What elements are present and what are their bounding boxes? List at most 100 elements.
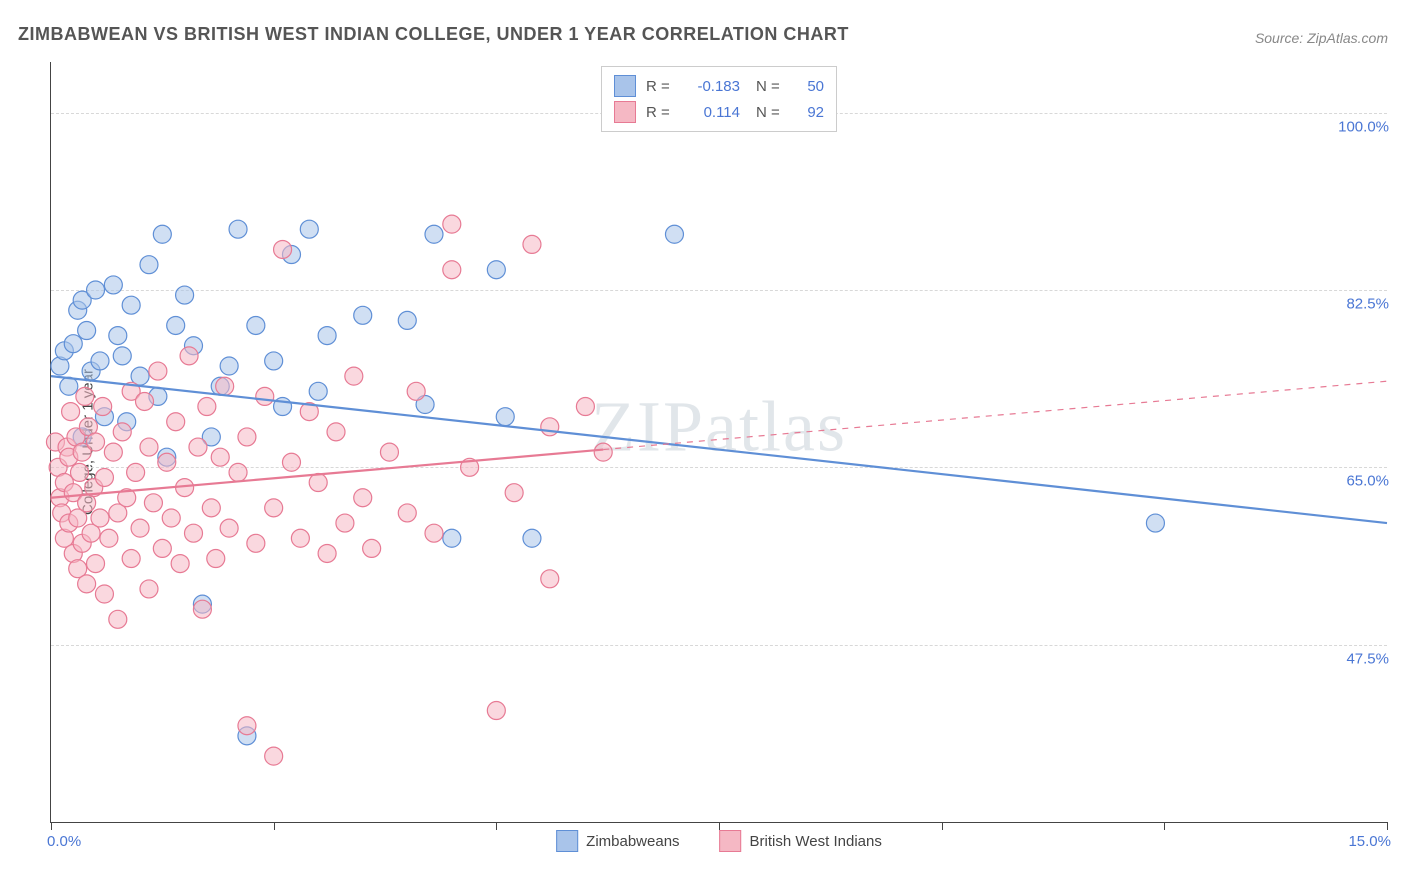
n-label: N = <box>756 104 784 121</box>
data-point <box>576 398 594 416</box>
data-point <box>122 550 140 568</box>
data-point <box>149 362 167 380</box>
data-point <box>95 468 113 486</box>
legend-label: Zimbabweans <box>586 833 679 850</box>
data-point <box>496 408 514 426</box>
data-point <box>398 311 416 329</box>
data-point <box>153 225 171 243</box>
data-point <box>487 261 505 279</box>
data-point <box>167 413 185 431</box>
legend-series: Zimbabweans British West Indians <box>556 830 882 852</box>
data-point <box>291 529 309 547</box>
data-point <box>109 327 127 345</box>
trendline <box>51 376 1387 523</box>
data-point <box>87 281 105 299</box>
legend-item: Zimbabweans <box>556 830 679 852</box>
data-point <box>158 453 176 471</box>
data-point <box>265 747 283 765</box>
data-point <box>487 702 505 720</box>
n-label: N = <box>756 78 784 95</box>
x-axis-min-label: 0.0% <box>47 833 81 850</box>
data-point <box>76 387 94 405</box>
swatch-icon <box>614 101 636 123</box>
data-point <box>345 367 363 385</box>
data-point <box>140 580 158 598</box>
data-point <box>189 438 207 456</box>
data-point <box>91 509 109 527</box>
y-axis-tick-label: 82.5% <box>1340 296 1389 313</box>
data-point <box>265 352 283 370</box>
data-point <box>443 529 461 547</box>
scatter-svg <box>51 62 1387 822</box>
data-point <box>109 610 127 628</box>
legend-row: R = -0.183 N = 50 <box>614 73 824 99</box>
data-point <box>202 499 220 517</box>
data-point <box>505 484 523 502</box>
data-point <box>282 453 300 471</box>
data-point <box>162 509 180 527</box>
data-point <box>71 463 89 481</box>
data-point <box>171 555 189 573</box>
data-point <box>523 529 541 547</box>
data-point <box>167 316 185 334</box>
data-point <box>100 529 118 547</box>
data-point <box>87 433 105 451</box>
n-value: 50 <box>794 78 824 95</box>
data-point <box>443 261 461 279</box>
data-point <box>60 377 78 395</box>
data-point <box>354 489 372 507</box>
data-point <box>336 514 354 532</box>
data-point <box>220 357 238 375</box>
data-point <box>144 494 162 512</box>
data-point <box>64 335 82 353</box>
data-point <box>541 570 559 588</box>
data-point <box>265 499 283 517</box>
data-point <box>193 600 211 618</box>
data-point <box>380 443 398 461</box>
legend-label: British West Indians <box>750 833 882 850</box>
swatch-icon <box>720 830 742 852</box>
data-point <box>318 544 336 562</box>
data-point <box>229 220 247 238</box>
data-point <box>207 550 225 568</box>
data-point <box>247 534 265 552</box>
data-point <box>95 585 113 603</box>
data-point <box>425 524 443 542</box>
data-point <box>91 352 109 370</box>
data-point <box>398 504 416 522</box>
data-point <box>363 539 381 557</box>
source-attribution: Source: ZipAtlas.com <box>1255 30 1388 46</box>
data-point <box>104 443 122 461</box>
data-point <box>140 256 158 274</box>
r-label: R = <box>646 104 674 121</box>
data-point <box>113 423 131 441</box>
n-value: 92 <box>794 104 824 121</box>
data-point <box>523 235 541 253</box>
data-point <box>78 575 96 593</box>
y-axis-tick-label: 65.0% <box>1340 473 1389 490</box>
data-point <box>78 322 96 340</box>
legend-item: British West Indians <box>720 830 882 852</box>
data-point <box>247 316 265 334</box>
r-value: 0.114 <box>684 104 740 121</box>
data-point <box>256 387 274 405</box>
data-point <box>274 240 292 258</box>
data-point <box>1146 514 1164 532</box>
data-point <box>122 296 140 314</box>
data-point <box>309 474 327 492</box>
data-point <box>238 428 256 446</box>
data-point <box>127 463 145 481</box>
data-point <box>216 377 234 395</box>
chart-title: ZIMBABWEAN VS BRITISH WEST INDIAN COLLEG… <box>18 24 849 45</box>
data-point <box>318 327 336 345</box>
plot-area: College, Under 1 year ZIPatlas R = -0.18… <box>50 62 1387 823</box>
data-point <box>594 443 612 461</box>
data-point <box>354 306 372 324</box>
data-point <box>87 555 105 573</box>
data-point <box>665 225 683 243</box>
data-point <box>113 347 131 365</box>
swatch-icon <box>614 75 636 97</box>
data-point <box>104 276 122 294</box>
data-point <box>300 220 318 238</box>
data-point <box>153 539 171 557</box>
